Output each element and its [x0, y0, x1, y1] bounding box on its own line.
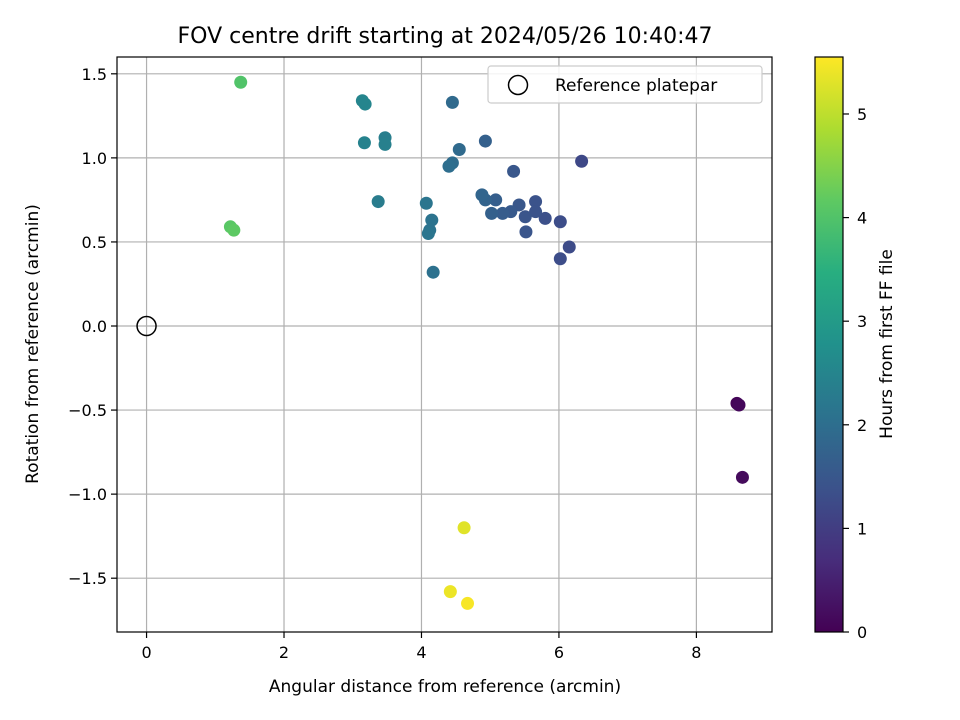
- colorbar-tick-label: 5: [857, 105, 867, 124]
- data-point: [421, 227, 435, 241]
- data-points: [223, 75, 749, 610]
- data-point: [553, 252, 567, 266]
- grid-lines: [117, 57, 772, 632]
- data-point: [507, 164, 521, 178]
- x-tick-label: 0: [141, 643, 151, 662]
- colorbar-tick-label: 1: [857, 519, 867, 538]
- data-point: [575, 154, 589, 168]
- data-point: [553, 215, 567, 229]
- colorbar-ticks: 0 1 2 3 4 5: [843, 105, 867, 642]
- y-tick-label: 1.0: [82, 149, 107, 168]
- data-point: [452, 142, 466, 156]
- data-point: [443, 585, 457, 599]
- x-tick-label: 8: [691, 643, 701, 662]
- x-axis-label: Angular distance from reference (arcmin): [269, 677, 621, 697]
- y-tick-label: 0.0: [82, 317, 107, 336]
- legend-marker: [507, 74, 529, 96]
- data-point: [227, 223, 241, 237]
- colorbar-label: Hours from first FF file: [877, 249, 897, 439]
- data-point: [234, 75, 248, 89]
- data-point: [445, 95, 459, 109]
- x-tick-label: 6: [554, 643, 564, 662]
- colorbar-tick-label: 0: [857, 623, 867, 642]
- legend-label: Reference platepar: [555, 76, 717, 96]
- y-tick-label: −1.0: [68, 485, 107, 504]
- data-point: [732, 398, 746, 412]
- colorbar-frame: [814, 56, 844, 633]
- y-tick-label: 1.5: [82, 65, 107, 84]
- legend-box: [487, 65, 763, 104]
- data-point: [496, 206, 510, 220]
- data-point: [519, 225, 533, 239]
- colorbar-tick-label: 2: [857, 416, 867, 435]
- data-point: [442, 159, 456, 173]
- x-axis-ticks: 0 2 4 6 8: [141, 632, 701, 662]
- data-point: [357, 136, 371, 150]
- x-tick-label: 2: [279, 643, 289, 662]
- y-tick-label: 0.5: [82, 233, 107, 252]
- colorbar-tick-label: 3: [857, 312, 867, 331]
- colorbar: 0 1 2 3 4 5 Hours from first FF file: [814, 56, 897, 642]
- chart-title: FOV centre drift starting at 2024/05/26 …: [178, 24, 713, 49]
- reference-marker-group: [136, 315, 157, 337]
- data-point: [529, 205, 543, 219]
- data-point: [355, 94, 369, 108]
- data-point: [461, 596, 475, 610]
- colorbar-tick-label: 4: [857, 209, 867, 228]
- data-point: [518, 210, 532, 224]
- x-tick-label: 4: [416, 643, 426, 662]
- y-axis-label: Rotation from reference (arcmin): [23, 204, 43, 484]
- y-tick-label: −0.5: [68, 401, 107, 420]
- legend: Reference platepar: [487, 65, 763, 104]
- data-point: [529, 195, 543, 209]
- data-point: [425, 213, 439, 227]
- data-point: [478, 134, 492, 148]
- reference-marker: [136, 315, 157, 337]
- data-point: [457, 521, 471, 535]
- data-point: [371, 195, 385, 209]
- data-point: [562, 240, 576, 254]
- data-point: [485, 206, 499, 220]
- data-point: [538, 211, 552, 225]
- colorbar-gradient: [815, 57, 843, 632]
- y-tick-label: −1.5: [68, 569, 107, 588]
- data-point: [426, 265, 440, 279]
- data-point: [378, 137, 392, 151]
- data-point: [735, 470, 749, 484]
- data-point: [475, 188, 489, 202]
- plot-frame: [116, 56, 773, 633]
- y-axis-ticks: −1.5 −1.0 −0.5 0.0 0.5 1.0 1.5: [68, 65, 117, 588]
- data-point: [489, 193, 503, 207]
- data-point: [419, 196, 433, 210]
